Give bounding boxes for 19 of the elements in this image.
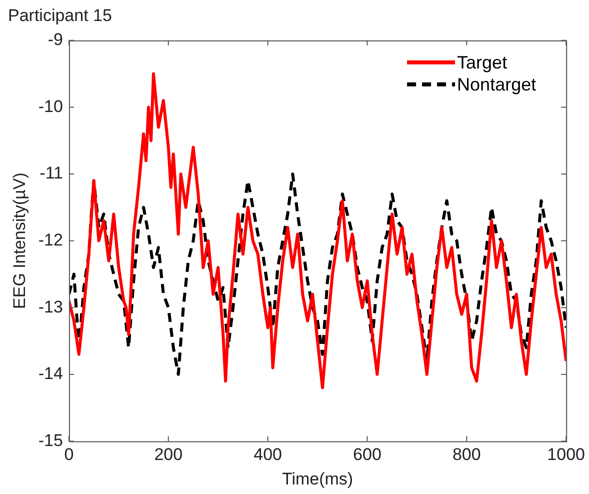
line-series — [68, 172, 566, 376]
y-tick-label: -9 — [48, 30, 63, 50]
y-tick-label: -10 — [38, 96, 63, 116]
y-tick-label: -13 — [38, 297, 63, 316]
x-tick-label: 1000 — [547, 445, 586, 464]
x-tick-label: 0 — [64, 445, 74, 464]
legend-label: Target — [457, 52, 508, 72]
x-tick-label: 400 — [254, 445, 282, 464]
x-tick-label: 200 — [154, 445, 183, 464]
x-axis-title: Time(ms) — [282, 469, 354, 488]
x-tick-label: 600 — [353, 445, 382, 464]
chart-title: Participant 15 — [8, 6, 112, 25]
y-tick-label: -11 — [40, 164, 63, 183]
y-axis-title: EEG Intensity(µV) — [10, 172, 29, 309]
legend-label: Nontarget — [457, 74, 536, 94]
y-tick-label: -15 — [38, 430, 63, 450]
x-tick-label: 800 — [452, 445, 481, 464]
y-tick-label: -14 — [38, 364, 63, 384]
y-tick-label: -12 — [38, 230, 63, 250]
